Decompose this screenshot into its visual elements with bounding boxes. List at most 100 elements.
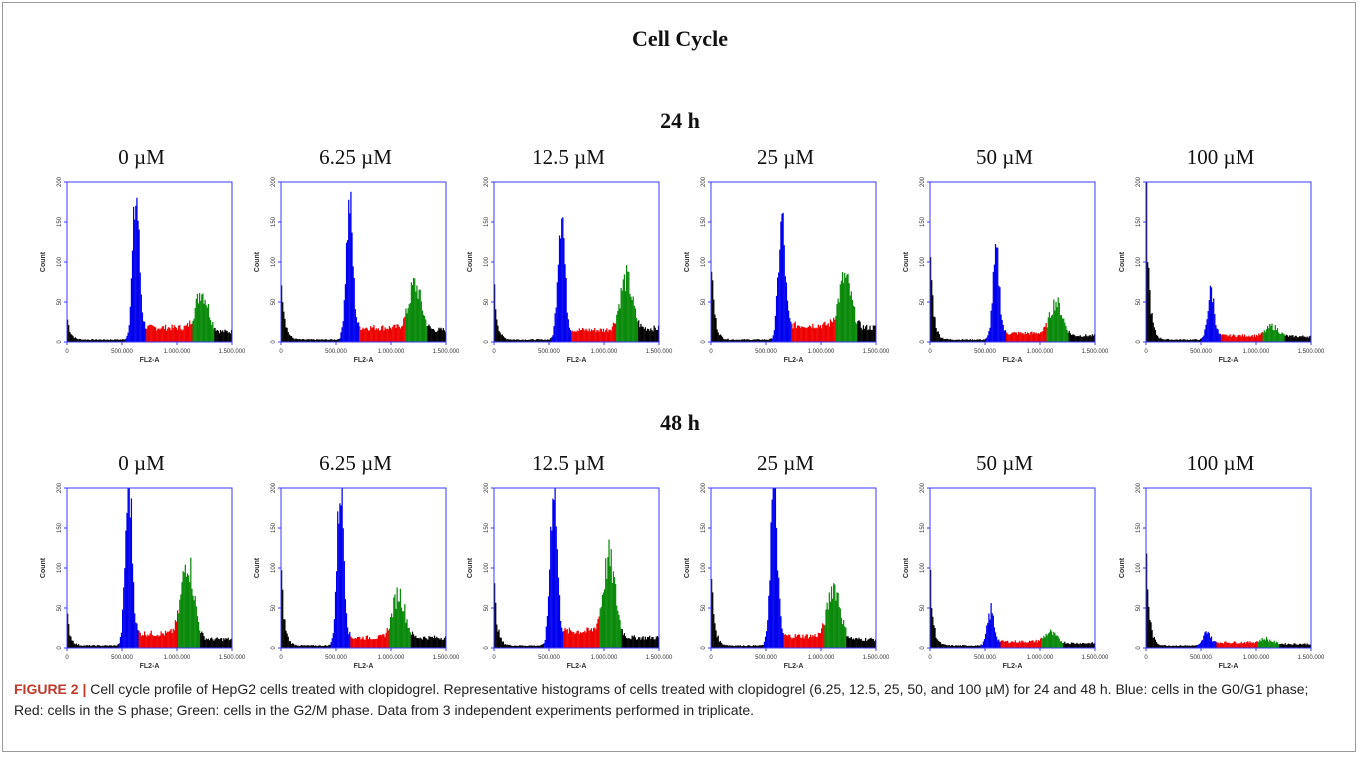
histogram-bin [518, 339, 520, 342]
histogram-bin [1284, 335, 1286, 342]
histogram-bin [331, 638, 333, 648]
histogram-bin [417, 638, 419, 648]
histogram-bin [1210, 636, 1213, 648]
histogram-bin [972, 340, 975, 342]
histogram-bin [315, 645, 317, 648]
histogram-bin [728, 339, 730, 342]
histogram-bin [100, 339, 102, 342]
histogram-bin [717, 332, 719, 342]
histogram-bin [958, 645, 960, 648]
histogram-bin [162, 326, 164, 342]
histogram-bin [312, 645, 315, 648]
histogram-bin [334, 591, 337, 648]
histogram-bin [858, 637, 860, 648]
x-tick-label: 1.500.000 [646, 655, 673, 661]
histogram-bin [1199, 338, 1202, 342]
histogram-bin [527, 646, 529, 648]
histogram-bin [1073, 642, 1075, 648]
histogram-bin [1218, 643, 1220, 648]
histogram-bin [799, 326, 801, 342]
histogram-bin [988, 331, 990, 342]
histogram-bin [367, 330, 370, 342]
histogram-bin [615, 323, 617, 342]
histogram-bin [648, 329, 650, 342]
histogram-bin [575, 332, 577, 342]
page-title: Cell Cycle [632, 26, 728, 51]
histogram-bin [715, 318, 717, 342]
x-axis-title: FL2-A [1003, 663, 1023, 670]
histogram-bin [1287, 643, 1290, 648]
histogram-bin [1081, 642, 1084, 648]
histogram-bin [843, 282, 845, 342]
histogram-bin [1042, 330, 1044, 342]
histogram-bin [727, 338, 729, 342]
histogram-bin [1283, 334, 1285, 342]
histogram-bin [1195, 339, 1197, 342]
histogram-bin [803, 638, 805, 648]
histogram-bin [747, 339, 749, 342]
histogram-bin [970, 340, 972, 342]
histogram-bin [551, 337, 553, 342]
histogram-bin [573, 631, 575, 648]
histogram-bin [800, 637, 802, 648]
histogram-bin [1019, 333, 1021, 342]
histogram-bin [1169, 340, 1171, 342]
histogram-bin [216, 637, 218, 648]
histogram-bin [502, 641, 505, 648]
histogram-bin [1005, 332, 1008, 342]
histogram-bin [282, 302, 284, 342]
histogram-bin [330, 339, 332, 342]
histogram-bin [839, 608, 841, 648]
histogram-bin [83, 645, 85, 648]
x-axis-title: FL2-A [567, 663, 587, 670]
plot-frame [929, 487, 1096, 649]
x-tick-label: 500.000 [325, 349, 347, 355]
histogram-bin [1015, 642, 1018, 648]
histogram-bin [442, 639, 444, 648]
histogram-bin [1077, 643, 1079, 648]
histogram-bin [738, 645, 740, 648]
histogram-bin [284, 318, 286, 342]
histogram-bin [219, 638, 222, 648]
histogram-bin [573, 331, 575, 342]
histogram-bin [1058, 302, 1060, 342]
histogram-bin [438, 327, 440, 342]
histogram-bin [1161, 645, 1163, 648]
histogram-bin [970, 645, 972, 648]
histogram-bin [961, 339, 964, 342]
histogram-bin [1034, 333, 1036, 342]
histogram-bin [965, 645, 967, 648]
histogram-bin [979, 339, 981, 342]
histogram-bin [1192, 339, 1194, 342]
histogram-bin [210, 638, 212, 648]
histogram-bin [1154, 639, 1157, 648]
histogram-bin [221, 638, 223, 648]
histogram-bin [1247, 336, 1249, 342]
histogram-bin [101, 645, 103, 648]
histogram-bin [1058, 638, 1060, 648]
histogram-bin [68, 624, 70, 648]
histogram-bin [791, 323, 793, 342]
histogram-bin [342, 321, 344, 342]
x-axis-title: FL2-A [140, 663, 160, 670]
histogram-bin [792, 637, 794, 648]
histogram-bin [982, 339, 985, 342]
histogram-bin [1013, 642, 1015, 648]
histogram-bin [605, 558, 607, 648]
histogram-bin [535, 339, 538, 342]
histogram-bin [102, 645, 104, 648]
histogram-bin [1303, 643, 1305, 648]
histogram-bin [1081, 336, 1084, 342]
histogram-bin [348, 634, 350, 648]
histogram-bin [497, 631, 499, 648]
histogram-bin [364, 328, 366, 342]
histogram-bin [574, 330, 576, 342]
histogram-bin [179, 325, 181, 342]
histogram-bin [813, 327, 815, 342]
histogram-bin [1308, 336, 1311, 342]
histogram-bin [1188, 339, 1191, 342]
histogram-bin [392, 326, 394, 342]
histogram-bin [1091, 334, 1093, 342]
histogram-bin [1304, 643, 1306, 648]
